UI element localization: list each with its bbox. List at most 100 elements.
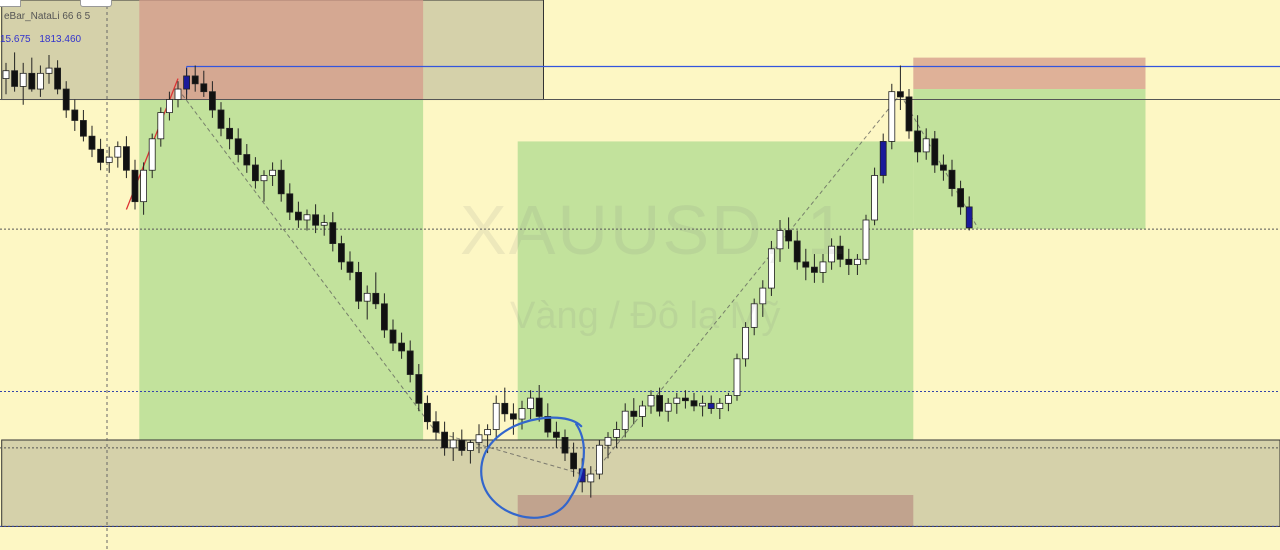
candle-body-98 (845, 258, 853, 265)
readout-value-2: 1813.460 (39, 34, 82, 45)
candle-body-107 (922, 138, 930, 153)
candle-body-46 (398, 342, 406, 352)
candle-body-15 (131, 169, 139, 203)
candle-body-57 (492, 402, 500, 430)
candle-body-84 (725, 395, 732, 404)
candle-body-97 (836, 245, 844, 260)
candle-body-82 (707, 402, 715, 409)
candle-body-31 (269, 169, 277, 176)
candle-body-68 (587, 473, 595, 483)
candle-body-73 (630, 410, 638, 417)
candle-body-32 (277, 169, 285, 195)
watermark-description: Vàng / Đô la Mỹ (510, 295, 781, 337)
target-zone-2 (139, 99, 424, 441)
projection-line-3 (899, 94, 979, 229)
stop-zone-6 (913, 57, 1146, 90)
candle-body-23 (200, 83, 208, 93)
watermark-symbol: XAUUSD, 1 (460, 191, 848, 269)
candle-body-85 (733, 358, 741, 396)
candle-body-64 (553, 431, 560, 438)
candle-body-40 (346, 261, 354, 273)
candle-body-43 (372, 292, 380, 305)
candle-body-102 (879, 141, 887, 176)
candle-body-87 (750, 303, 758, 328)
candle-body-103 (888, 91, 896, 142)
corner-control[interactable] (0, 0, 21, 7)
candle-body-101 (871, 175, 878, 221)
candle-body-22 (191, 75, 199, 85)
candle-body-42 (363, 292, 371, 302)
candle-body-0 (2, 70, 10, 79)
projection-line-0 (177, 88, 437, 433)
target-zone-7 (913, 89, 1146, 230)
candle-body-2 (19, 72, 27, 87)
candle-body-74 (639, 405, 646, 417)
candle-body-5 (45, 67, 53, 74)
candle-body-34 (294, 211, 302, 221)
projection-line-2 (590, 93, 901, 477)
candle-body-66 (570, 452, 577, 470)
candle-body-20 (174, 88, 182, 100)
candle-body-6 (54, 67, 61, 90)
candle-body-75 (647, 395, 655, 407)
top-toggle-button[interactable] (80, 0, 112, 7)
candle-body-36 (312, 214, 320, 226)
candle-body-7 (62, 88, 70, 111)
candle-body-60 (518, 408, 526, 420)
candle-body-45 (389, 329, 397, 344)
candle-body-48 (415, 374, 423, 404)
candle-body-9 (80, 120, 87, 137)
candle-body-12 (105, 156, 113, 163)
candle-body-1 (11, 70, 19, 87)
candle-body-30 (260, 175, 268, 182)
candle-body-112 (965, 206, 973, 229)
candle-body-50 (432, 421, 440, 433)
candle-body-55 (475, 434, 483, 444)
candle-body-47 (406, 350, 414, 375)
candle-body-26 (226, 127, 234, 140)
candle-body-4 (37, 72, 44, 90)
candle-body-14 (123, 146, 130, 171)
candle-body-19 (165, 99, 173, 114)
candle-body-59 (509, 413, 517, 420)
candle-body-99 (854, 258, 861, 265)
candle-body-62 (535, 397, 543, 417)
candle-body-86 (742, 326, 749, 360)
candle-body-104 (897, 91, 904, 98)
candle-body-25 (217, 109, 225, 129)
candle-body-79 (682, 397, 689, 402)
candle-body-56 (484, 429, 492, 436)
circle-annotation (480, 416, 585, 519)
candle-body-91 (785, 230, 792, 242)
price-readout: 15.675 1813.460 (0, 34, 87, 45)
candle-body-51 (441, 431, 449, 449)
candle-body-71 (613, 429, 620, 438)
candle-body-16 (140, 169, 148, 203)
candle-body-8 (71, 109, 79, 121)
candle-body-24 (208, 91, 216, 111)
candle-body-83 (716, 402, 724, 409)
candle-body-44 (380, 303, 388, 331)
candle-body-72 (621, 410, 629, 430)
candle-body-35 (303, 214, 311, 221)
candle-body-27 (234, 138, 242, 155)
candle-body-76 (656, 395, 663, 412)
candle-body-78 (673, 397, 681, 404)
candle-body-21 (183, 75, 191, 90)
candle-body-95 (819, 261, 827, 273)
candle-body-13 (114, 146, 122, 158)
readout-value-1: 15.675 (0, 34, 31, 45)
candle-body-52 (449, 439, 457, 449)
candle-body-90 (776, 230, 784, 250)
candle-body-38 (329, 222, 337, 244)
candle-body-61 (527, 397, 534, 409)
candle-body-10 (88, 135, 96, 150)
candle-body-53 (458, 439, 466, 451)
supply-zone-5 (1, 439, 1280, 527)
candle-body-37 (320, 222, 328, 226)
candle-body-110 (948, 169, 956, 189)
candle-body-11 (97, 148, 104, 163)
stop-zone-1 (139, 0, 424, 100)
